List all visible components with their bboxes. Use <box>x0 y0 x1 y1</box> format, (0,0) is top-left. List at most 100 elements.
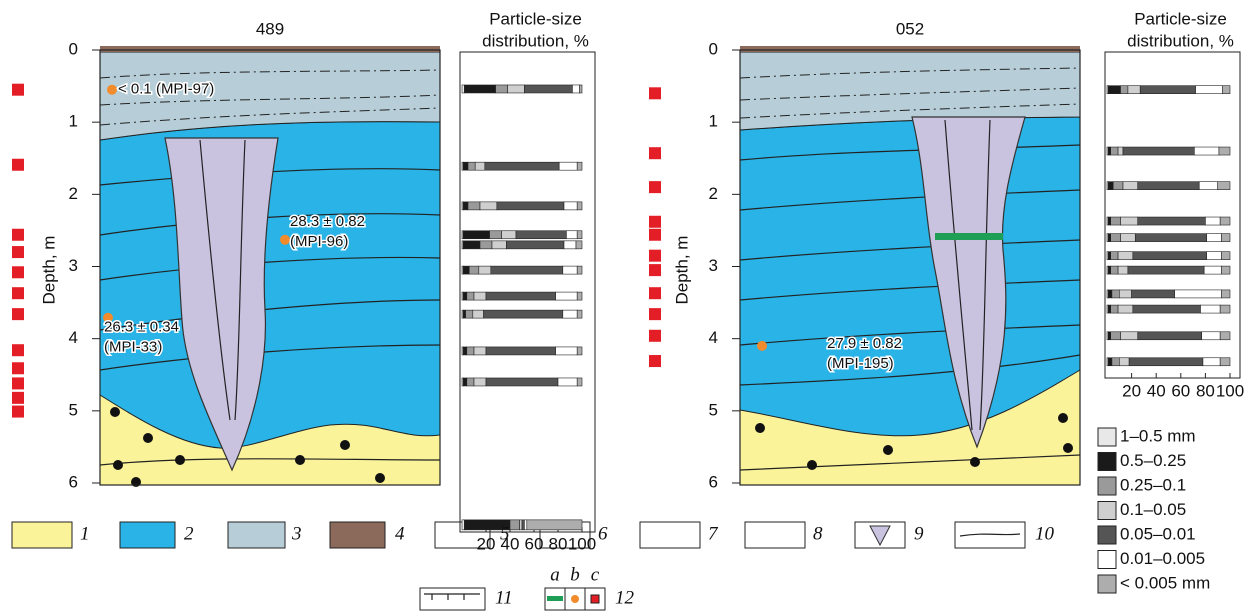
legend-number: 7 <box>708 523 719 544</box>
fraction-label: 0.5–0.25 <box>1120 451 1186 470</box>
psd-segment <box>463 378 467 386</box>
psd-segment <box>486 378 558 386</box>
psd-segment <box>474 292 486 300</box>
psd-segment <box>1108 332 1110 340</box>
psd-segment <box>480 241 492 249</box>
psd-segment <box>580 85 582 93</box>
legend-number: 1 <box>80 523 90 544</box>
psd-segment <box>506 241 564 249</box>
psd-segment <box>1108 217 1110 225</box>
sample-marker <box>649 355 661 367</box>
fraction-label: 0.25–0.1 <box>1120 475 1186 494</box>
psd-segment <box>1138 182 1200 190</box>
axis-label: Depth, m <box>39 236 58 305</box>
fraction-label: 0.05–0.01 <box>1120 524 1196 543</box>
psd-segment <box>502 231 516 239</box>
psd-segment <box>522 520 524 530</box>
legend-letter: a <box>550 564 560 585</box>
y-tick-label: 6 <box>69 472 78 491</box>
psd-segment <box>1220 217 1230 225</box>
psd-segment <box>463 231 489 239</box>
legend-number: 5 <box>500 523 510 544</box>
fraction-swatch <box>1098 502 1116 520</box>
psd-segment <box>516 231 566 239</box>
psd-segment <box>556 292 578 300</box>
fraction-swatch <box>1098 453 1116 471</box>
psd-segment <box>563 266 577 274</box>
sample-marker <box>12 377 24 389</box>
fraction-swatch <box>1098 551 1116 569</box>
x-tick-label: 80 <box>1196 381 1215 400</box>
fraction-label: 0.1–0.05 <box>1120 500 1186 519</box>
psd-segment <box>1203 358 1220 366</box>
psd-segment <box>1138 217 1206 225</box>
fraction-swatch <box>1098 428 1116 446</box>
psd-segment <box>1111 234 1121 242</box>
psd-segment <box>556 347 578 355</box>
psd-segment <box>1218 182 1230 190</box>
psd-segment <box>497 202 564 210</box>
psd-segment <box>463 162 468 170</box>
psd-segment <box>577 162 582 170</box>
psd-segment <box>558 378 577 386</box>
psd-segment <box>463 310 465 318</box>
psd-segment <box>484 310 563 318</box>
legend-swatch <box>120 522 175 548</box>
psd-segment <box>1108 86 1120 94</box>
legend-number: 12 <box>615 587 635 608</box>
y-tick-label: 0 <box>709 39 718 58</box>
x-tick-label: 20 <box>477 534 496 553</box>
psd-segment <box>1202 332 1220 340</box>
fraction-swatch <box>1098 526 1116 544</box>
sample-marker <box>649 264 661 276</box>
psd-segment <box>468 202 480 210</box>
fraction-label: 0.01–0.005 <box>1120 549 1205 568</box>
psd-segment <box>1111 332 1121 340</box>
sample-marker <box>649 216 661 228</box>
psd-segment <box>492 241 506 249</box>
sample-marker <box>12 84 24 96</box>
psd-segment <box>469 266 479 274</box>
psd-segment <box>480 202 497 210</box>
x-tick-label: 60 <box>525 534 544 553</box>
psd-segment <box>524 85 572 93</box>
psd-segment <box>1135 234 1206 242</box>
psd-segment <box>510 520 520 530</box>
psd-segment <box>1108 290 1112 298</box>
sample-marker <box>12 308 24 320</box>
psd-segment <box>1175 290 1222 298</box>
psd-segment <box>564 202 577 210</box>
psd-segment <box>1133 252 1207 260</box>
psd-segment <box>496 85 508 93</box>
y-tick-label: 6 <box>709 472 718 491</box>
y-tick-label: 4 <box>709 328 718 347</box>
psd-segment <box>464 85 495 93</box>
section-052-geology <box>740 46 1080 485</box>
psd-segment <box>1108 266 1110 274</box>
psd-segment <box>1138 332 1202 340</box>
psd-segment <box>468 162 475 170</box>
psd-segment <box>520 520 522 530</box>
psd-segment <box>1121 217 1138 225</box>
date-point <box>280 235 290 245</box>
legend-letter: c <box>591 564 600 585</box>
psd-segment <box>1112 358 1119 366</box>
psd-segment <box>467 292 474 300</box>
psd-segment <box>576 241 582 249</box>
psd-segment <box>1221 266 1230 274</box>
legend-letter: b <box>570 564 580 585</box>
sample-marker <box>12 406 24 418</box>
psd-segment <box>463 292 467 300</box>
psd-segment <box>1111 217 1121 225</box>
y-tick-label: 2 <box>69 184 78 203</box>
y-tick-label: 3 <box>709 256 718 275</box>
psd-segment <box>1111 147 1118 155</box>
psd-segment <box>1108 358 1112 366</box>
psd-segment <box>1220 305 1230 313</box>
psd-segment <box>1119 358 1129 366</box>
legend-swatch <box>330 522 385 548</box>
sample-marker <box>12 159 24 171</box>
y-tick-label: 0 <box>69 39 78 58</box>
fraction-swatch <box>1098 477 1116 495</box>
psd-segment <box>577 266 582 274</box>
